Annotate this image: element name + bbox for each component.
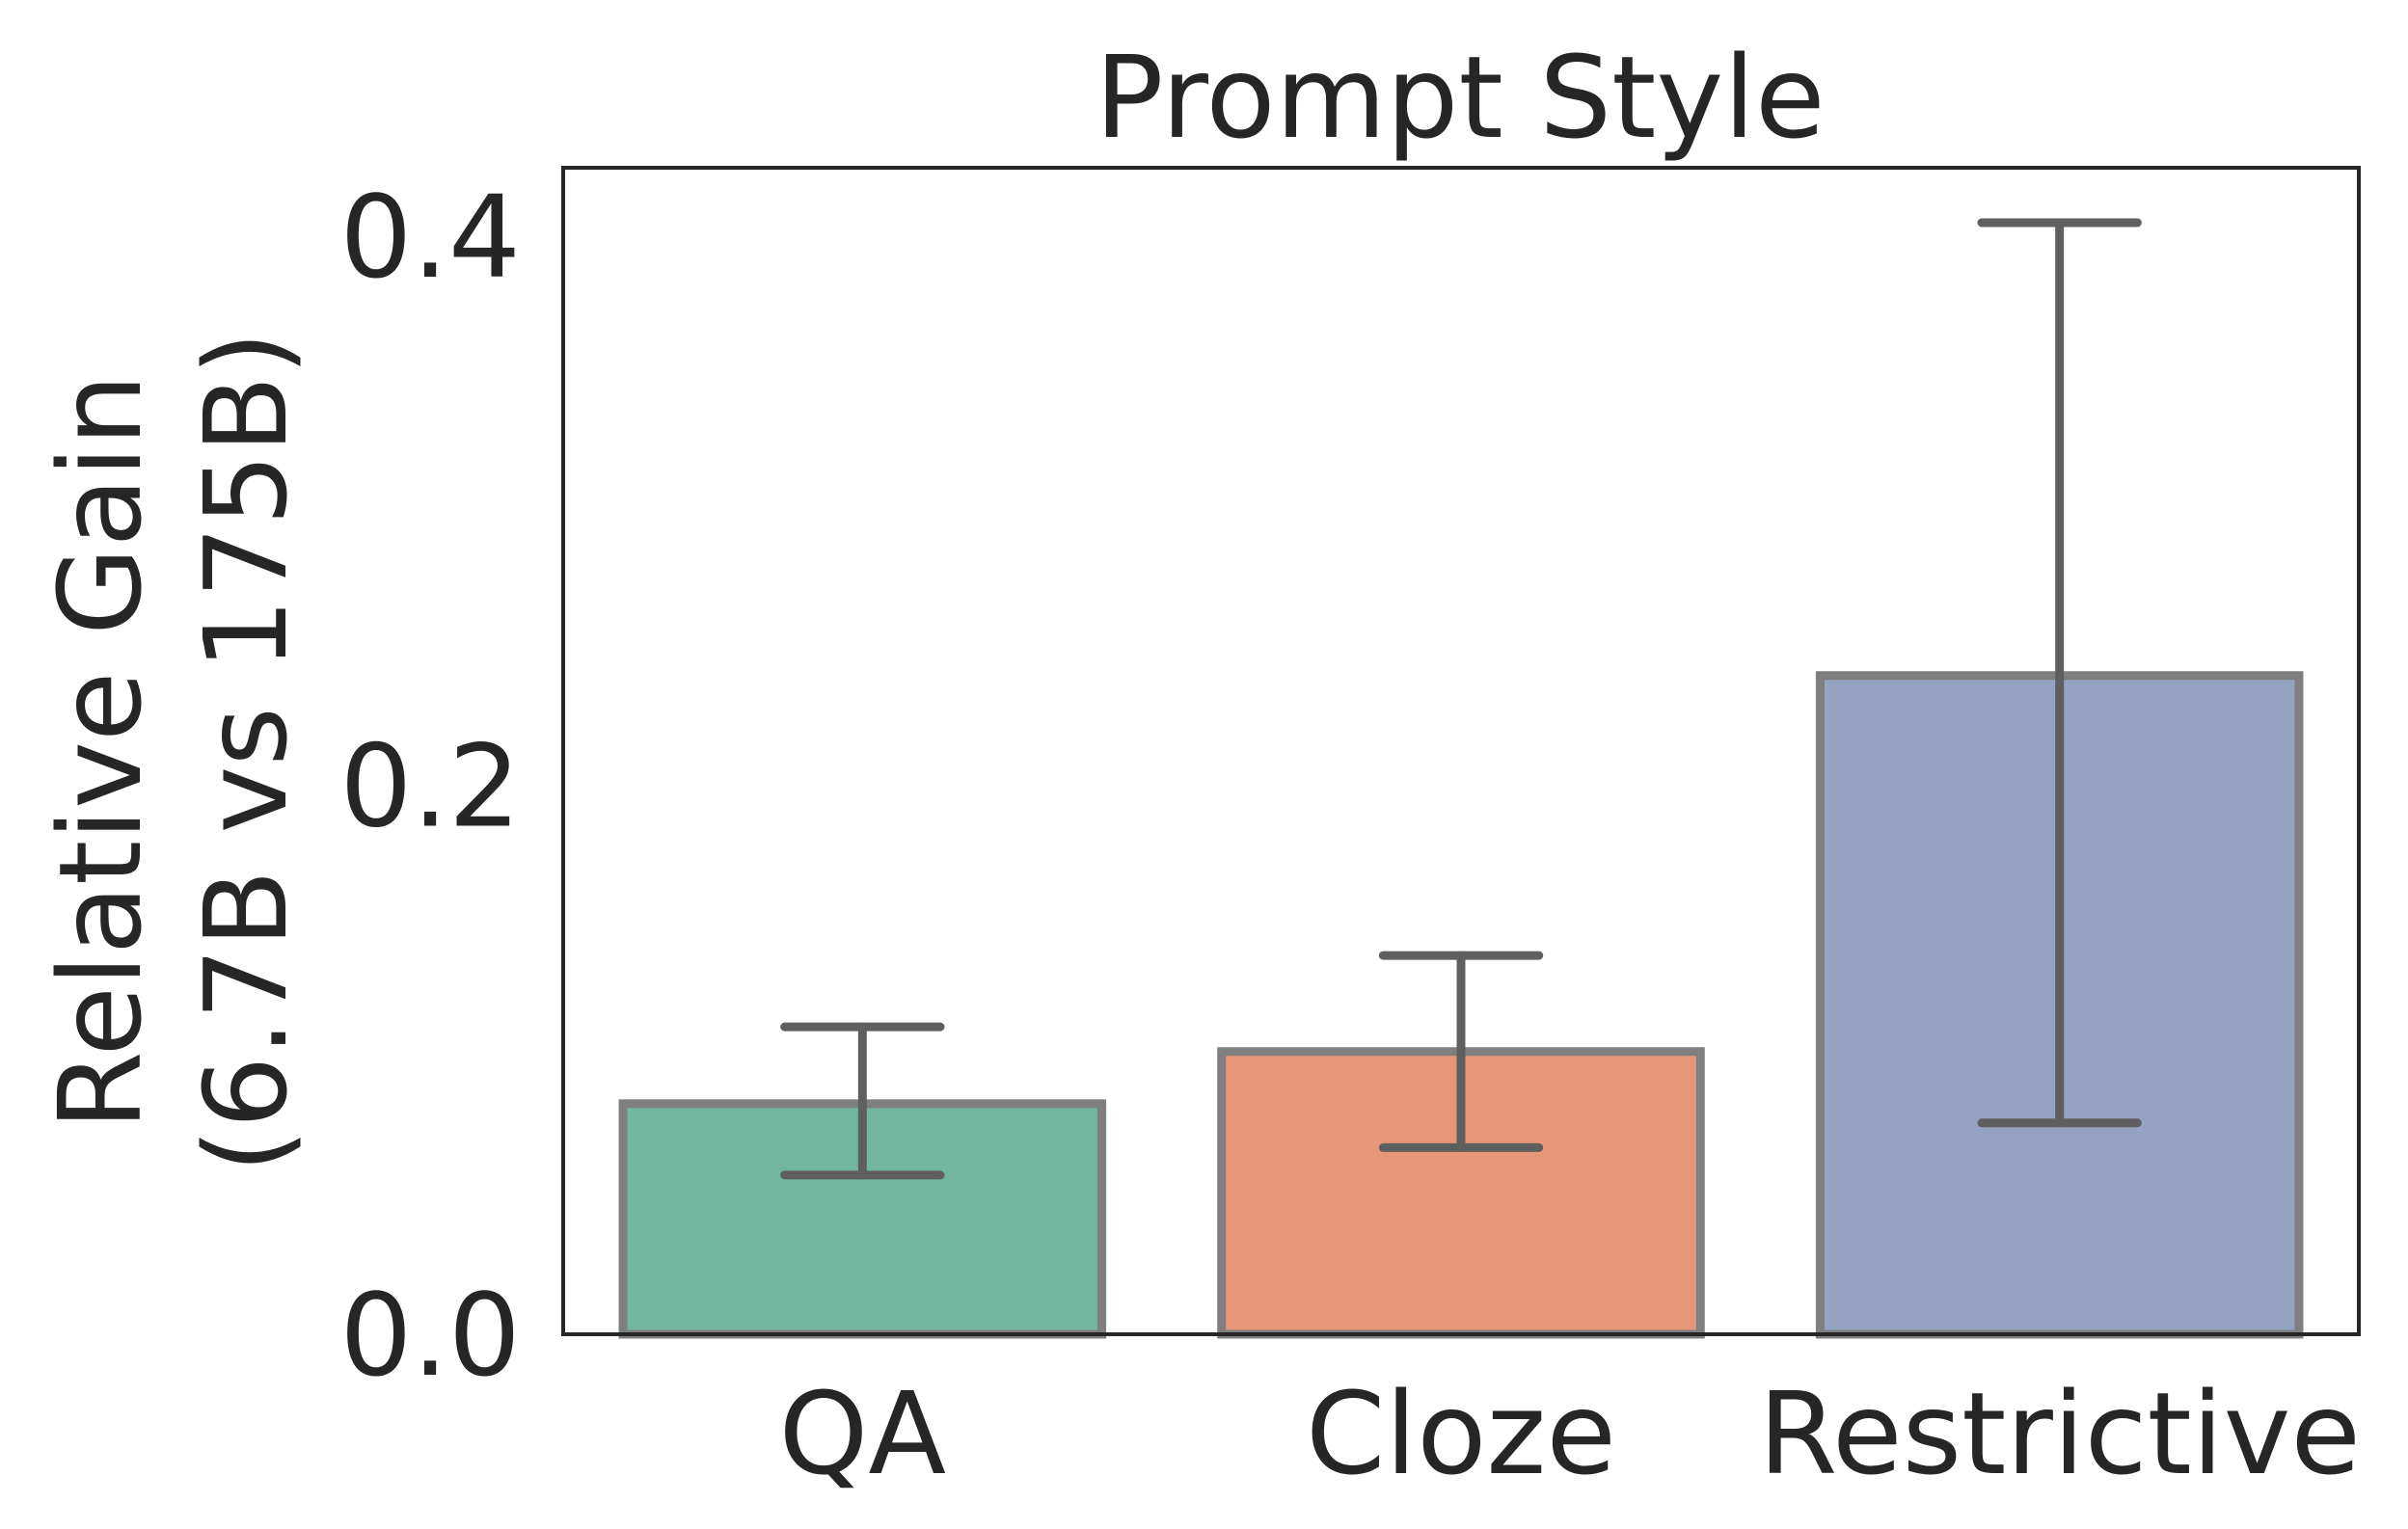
y-axis-ticks: 0.0 0.2 0.4 — [339, 171, 521, 1402]
error-bars-layer — [780, 218, 2142, 1180]
y-axis-label-line-2: (6.7B vs 175B) — [179, 331, 312, 1172]
y-tick-label: 0.4 — [339, 171, 521, 304]
chart-title: Prompt Style — [1095, 31, 1825, 164]
plot-frame — [561, 166, 2361, 1336]
x-tick-label-qa: QA — [779, 1367, 947, 1500]
x-tick-label-cloze: Cloze — [1306, 1367, 1616, 1500]
y-axis-label: Relative Gain (6.7B vs 175B) — [34, 331, 312, 1172]
x-axis-ticks: QA Cloze Restrictive — [779, 1367, 2361, 1500]
y-axis-label-line-1: Relative Gain — [34, 374, 167, 1131]
error-bar-qa — [780, 1022, 945, 1180]
error-bar-cloze — [1378, 951, 1544, 1152]
x-tick-label-restrictive: Restrictive — [1758, 1367, 2361, 1500]
y-tick-label: 0.0 — [339, 1269, 521, 1402]
y-tick-label: 0.2 — [339, 720, 521, 853]
error-bar-restrictive — [1977, 218, 2142, 1128]
